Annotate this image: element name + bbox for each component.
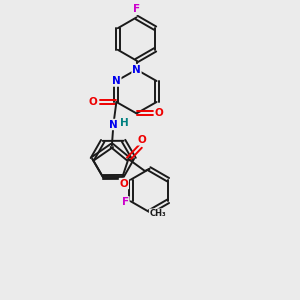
- Text: O: O: [119, 178, 128, 189]
- Text: N: N: [112, 76, 121, 86]
- Text: O: O: [137, 135, 146, 145]
- Text: N: N: [109, 119, 118, 130]
- Text: O: O: [89, 97, 98, 107]
- Text: F: F: [122, 197, 129, 207]
- Text: O: O: [154, 108, 164, 118]
- Text: H: H: [119, 118, 128, 128]
- Text: CH₃: CH₃: [149, 209, 166, 218]
- Text: N: N: [132, 64, 141, 75]
- Text: F: F: [133, 4, 140, 14]
